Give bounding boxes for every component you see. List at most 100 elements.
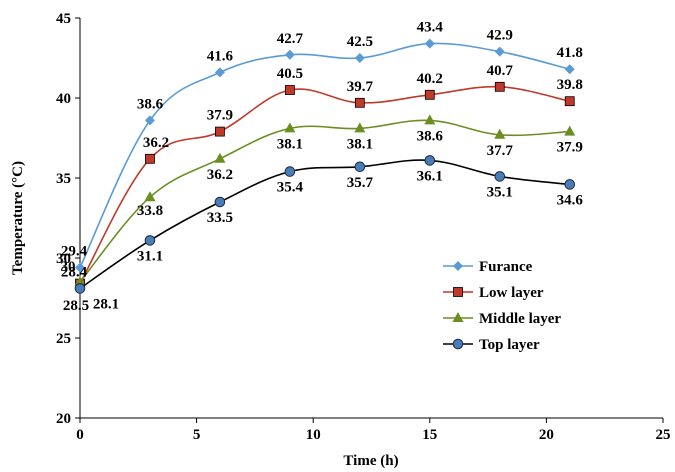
data-point (214, 152, 226, 163)
data-point (564, 179, 576, 190)
y-tick-label: 30 (56, 251, 71, 267)
data-label: 39.7 (347, 79, 374, 95)
axes: 0 5 10 15 20 25 20 25 30 35 40 45 (56, 11, 671, 443)
data-point (494, 81, 505, 92)
data-label: 37.7 (487, 143, 514, 159)
data-label: 36.1 (417, 168, 443, 184)
data-point (284, 122, 296, 133)
data-label: 35.1 (487, 184, 513, 200)
series-line (79, 42, 570, 268)
legend-marker (453, 261, 463, 271)
data-point (424, 114, 436, 125)
data-label: 34.6 (557, 192, 584, 208)
data-point (75, 262, 85, 273)
data-label: 38.1 (347, 136, 373, 152)
data-point (424, 38, 435, 49)
data-label: 33.5 (207, 210, 233, 226)
data-point (354, 122, 366, 133)
legend-item: Low layer (443, 285, 544, 301)
data-point (214, 196, 226, 208)
data-label: 33.8 (137, 203, 163, 219)
data-point (74, 276, 86, 286)
data-label: 38.1 (277, 136, 303, 152)
legend: Furance Low layer Middle layer Top layer (443, 259, 561, 353)
data-label: 28.5 (63, 298, 89, 314)
data-label: 28.4 (61, 265, 88, 281)
legend-label: Middle layer (479, 311, 561, 327)
data-point (494, 46, 505, 57)
data-point (564, 125, 576, 136)
data-point (144, 191, 156, 202)
y-tick-label: 35 (56, 171, 71, 187)
data-label: 41.8 (557, 45, 583, 61)
series-low-layer (75, 81, 575, 289)
data-point (145, 153, 155, 164)
legend-label: Low layer (479, 285, 544, 301)
data-label: 43.4 (417, 20, 444, 36)
data-point (424, 89, 435, 100)
data-point (564, 64, 575, 75)
data-point (564, 96, 575, 107)
data-label: 38.6 (137, 96, 164, 112)
data-point (354, 97, 365, 108)
data-point (354, 53, 365, 63)
x-tick-label: 20 (539, 427, 554, 443)
data-label: 37.9 (207, 108, 233, 124)
series-middle-layer (74, 114, 576, 286)
data-label: 37.9 (557, 140, 583, 156)
data-label: 36.2 (143, 135, 169, 151)
data-point (284, 85, 295, 95)
legend-label: Top layer (479, 337, 540, 353)
data-label: 40.7 (487, 63, 514, 79)
data-point (74, 283, 86, 294)
data-label: 36.2 (207, 167, 233, 183)
series-layer (74, 38, 576, 294)
data-point (424, 155, 436, 166)
legend-marker (452, 338, 464, 350)
data-label: 42.9 (487, 28, 513, 44)
data-label: 42.7 (277, 31, 304, 47)
legend-label: Furance (479, 259, 533, 275)
legend-marker (452, 312, 464, 322)
data-label: 35.7 (347, 175, 374, 191)
y-tick-label: 25 (56, 331, 71, 347)
data-label: 31.1 (137, 248, 163, 264)
data-label: 39.8 (557, 77, 583, 93)
data-label: 38.6 (417, 128, 444, 144)
x-tick-label: 10 (306, 427, 321, 443)
data-label: 28.1 (93, 296, 119, 312)
data-label: 42.5 (347, 34, 373, 50)
data-label: 40.2 (417, 71, 443, 87)
legend-item: Furance (443, 259, 533, 275)
data-point (354, 161, 366, 173)
legend-marker (453, 287, 463, 297)
data-point (494, 171, 506, 182)
data-point (214, 67, 225, 78)
data-label: 30 (61, 259, 76, 275)
series-top-layer (74, 155, 576, 294)
y-tick-label: 45 (56, 11, 71, 27)
data-point (215, 126, 225, 137)
x-tick-label: 15 (422, 427, 437, 443)
y-tick-label: 40 (56, 91, 71, 107)
data-label: 29.4 (61, 244, 88, 260)
data-point (494, 128, 506, 139)
x-tick-label: 0 (76, 427, 84, 443)
data-label: 35.4 (277, 180, 304, 196)
data-point (284, 49, 295, 60)
data-label: 41.6 (207, 48, 234, 64)
data-point (144, 235, 156, 246)
data-label: 40.5 (277, 66, 303, 82)
legend-item: Middle layer (443, 311, 561, 327)
x-axis-title: Time (h) (343, 453, 398, 469)
x-tick-label: 5 (193, 427, 201, 443)
y-tick-label: 20 (56, 411, 71, 427)
data-point (144, 115, 155, 126)
series-furance (75, 38, 575, 273)
data-labels: 29.4 38.6 41.6 42.7 42.5 43.4 42.9 41.8 28.4 36.2… (61, 20, 584, 314)
y-axis-title: Temperature (°C) (10, 161, 26, 275)
legend-item: Top layer (443, 337, 540, 353)
x-tick-label: 25 (656, 427, 671, 443)
data-point (284, 166, 296, 177)
